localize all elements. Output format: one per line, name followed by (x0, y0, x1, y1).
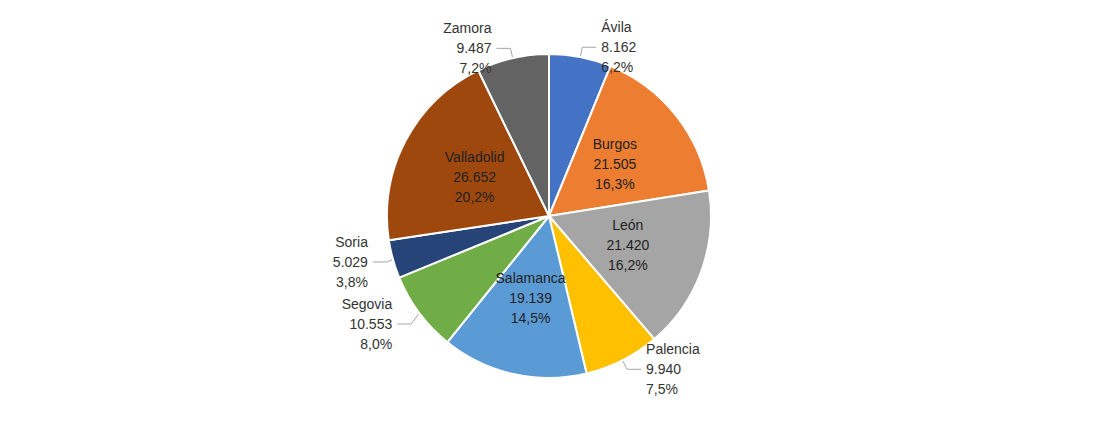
svg-text:Ávila: Ávila (601, 19, 632, 35)
svg-text:9.940: 9.940 (646, 361, 681, 377)
svg-text:16,2%: 16,2% (608, 257, 648, 273)
svg-text:9.487: 9.487 (456, 40, 491, 56)
svg-text:14,5%: 14,5% (511, 310, 551, 326)
svg-text:6,2%: 6,2% (601, 59, 633, 75)
svg-text:Valladolid: Valladolid (445, 149, 505, 165)
svg-text:21.505: 21.505 (593, 156, 636, 172)
svg-text:Palencia: Palencia (646, 341, 700, 357)
svg-text:5.029: 5.029 (333, 254, 368, 270)
svg-text:8,0%: 8,0% (360, 336, 392, 352)
svg-text:26.652: 26.652 (453, 169, 496, 185)
svg-text:7,2%: 7,2% (460, 60, 492, 76)
svg-text:Salamanca: Salamanca (496, 270, 566, 286)
svg-text:León: León (612, 217, 643, 233)
svg-text:Segovia: Segovia (342, 296, 393, 312)
svg-text:Soria: Soria (335, 234, 368, 250)
svg-text:10.553: 10.553 (349, 316, 392, 332)
svg-text:7,5%: 7,5% (646, 381, 678, 397)
svg-text:Burgos: Burgos (593, 136, 637, 152)
svg-text:19.139: 19.139 (509, 290, 552, 306)
svg-text:20,2%: 20,2% (455, 189, 495, 205)
svg-text:16,3%: 16,3% (595, 176, 635, 192)
svg-text:3,8%: 3,8% (336, 274, 368, 290)
svg-text:Zamora: Zamora (443, 20, 491, 36)
svg-text:21.420: 21.420 (606, 237, 649, 253)
svg-text:8.162: 8.162 (601, 39, 636, 55)
